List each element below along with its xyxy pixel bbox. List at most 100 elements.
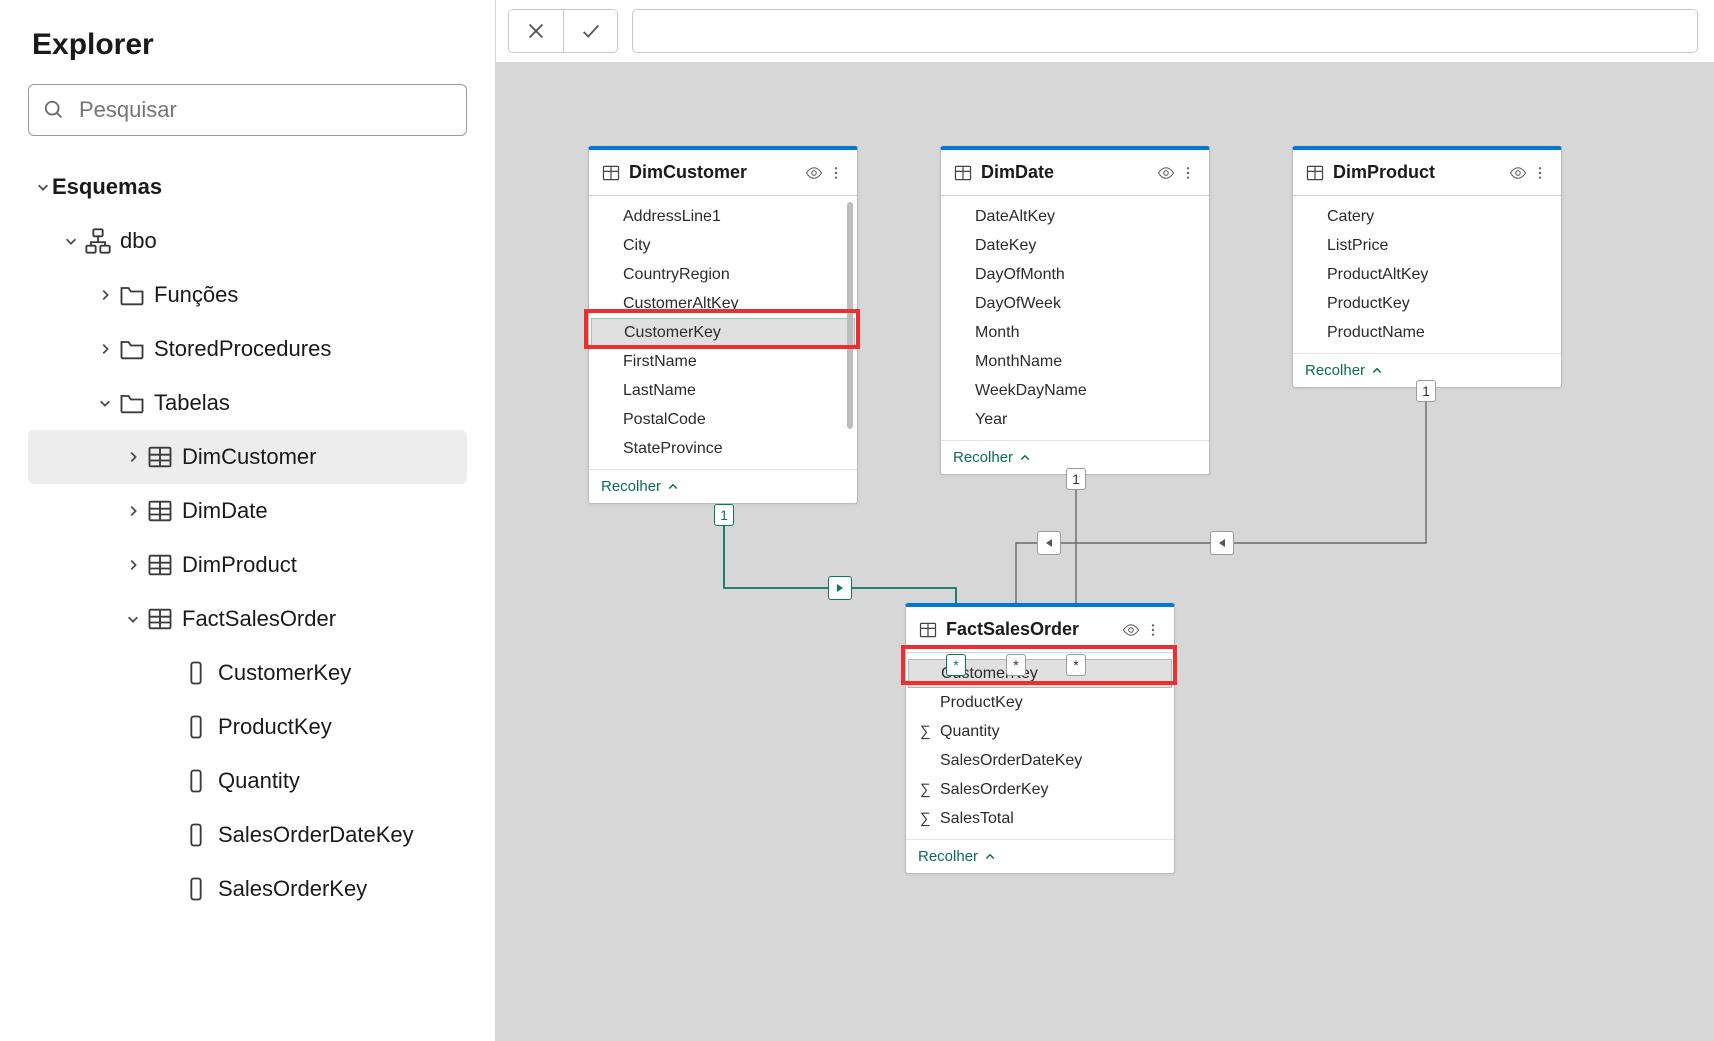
column-icon [182,659,210,687]
card-body: CateryListPrice ProductAltKey ProductKeyPr… [1293,196,1561,353]
card-header[interactable]: DimDate [941,150,1209,196]
card-body: CustomerKeyProductKey∑QuantitySalesOrder… [906,653,1174,839]
field-label: WeekDayName [975,382,1087,400]
visibility-icon[interactable] [803,164,825,182]
search-input[interactable] [77,96,452,124]
sigma-icon: ∑ [920,810,931,827]
tree-column[interactable]: CustomerKey [28,646,467,700]
tree-folder-storedprocs[interactable]: StoredProcedures [28,322,467,376]
field-row[interactable]: DateAltKey [941,202,1209,231]
cardinality-many: * [946,654,966,676]
table-card-dimproduct[interactable]: DimProduct CateryListPrice ProductAltKey Pr… [1292,146,1562,388]
field-row[interactable]: DayOfWeek [941,289,1209,318]
table-card-dimdate[interactable]: DimDate DateAltKey DateKeyDayOfMonth DayOfW… [940,146,1210,475]
tree-column[interactable]: SalesOrderDateKey [28,808,467,862]
tree-label: CustomerKey [218,660,467,686]
search-icon [43,99,65,121]
field-row[interactable]: WeekDayName [941,376,1209,405]
canvas-area: DimCustomer AddressLine1CityCountryRegion… [496,0,1714,1041]
check-icon [580,20,602,42]
cancel-button[interactable] [509,10,563,52]
tree-label: dbo [120,228,467,254]
tree-label: DimProduct [182,552,467,578]
field-row[interactable]: City [589,231,857,260]
card-header[interactable]: FactSalesOrder [906,607,1174,653]
sigma-icon: ∑ [920,723,931,740]
more-icon[interactable] [1177,165,1199,181]
tree-column[interactable]: ProductKey [28,700,467,754]
filter-direction-icon[interactable] [1210,531,1234,555]
close-icon [525,20,547,42]
more-icon[interactable] [1142,622,1164,638]
card-title: DimDate [981,162,1155,183]
field-row[interactable]: SalesOrderDateKey [906,746,1174,775]
field-label: Year [975,411,1007,429]
visibility-icon[interactable] [1120,621,1142,639]
field-row[interactable]: ProductName [1293,318,1561,347]
table-icon [146,551,174,579]
card-header[interactable]: DimProduct [1293,150,1561,196]
tree-folder-tables[interactable]: Tabelas [28,376,467,430]
field-row[interactable]: Year [941,405,1209,434]
card-body: AddressLine1CityCountryRegionCustomerAlt… [589,196,857,469]
cardinality-one: 1 [1416,380,1436,402]
model-canvas[interactable]: DimCustomer AddressLine1CityCountryRegion… [496,63,1714,1041]
field-row[interactable]: ListPrice [1293,231,1561,260]
field-row[interactable]: CustomerAltKey [589,289,857,318]
formula-bar[interactable] [632,9,1698,53]
tree-folder-functions[interactable]: Funções [28,268,467,322]
field-row[interactable]: DayOfMonth [941,260,1209,289]
card-header[interactable]: DimCustomer [589,150,857,196]
more-icon[interactable] [825,165,847,181]
collapse-link[interactable]: Recolher [906,839,1174,873]
field-row[interactable]: PostalCode [589,405,857,434]
field-row[interactable]: DateKey [941,231,1209,260]
more-icon[interactable] [1529,165,1551,181]
field-row[interactable]: FirstName [589,347,857,376]
tree-table-dimproduct[interactable]: DimProduct [28,538,467,592]
tree-label: DimCustomer [182,444,467,470]
collapse-label: Recolher [1305,362,1365,379]
field-row[interactable]: MonthName [941,347,1209,376]
cardinality-one: 1 [714,504,734,526]
table-card-dimcustomer[interactable]: DimCustomer AddressLine1CityCountryRegion… [588,146,858,504]
card-title: DimCustomer [629,162,803,183]
tree-table-dimdate[interactable]: DimDate [28,484,467,538]
tree-column[interactable]: SalesOrderKey [28,862,467,916]
field-label: DateAltKey [975,208,1055,226]
field-label: LastName [623,382,696,400]
tree-table-dimcustomer[interactable]: DimCustomer [28,430,467,484]
field-row[interactable]: ∑SalesTotal [906,804,1174,833]
filter-direction-icon[interactable] [1037,531,1061,555]
filter-direction-icon[interactable] [828,576,852,600]
field-label: PostalCode [623,411,706,429]
field-row[interactable]: ProductKey [906,688,1174,717]
table-card-factsalesorder[interactable]: FactSalesOrderCustomerKeyProductKey∑Quan… [905,603,1175,874]
field-label: DayOfWeek [975,295,1061,313]
field-row[interactable]: CustomerKey [591,318,855,347]
field-row[interactable]: LastName [589,376,857,405]
field-row[interactable]: AddressLine1 [589,202,857,231]
visibility-icon[interactable] [1155,164,1177,182]
tree-root-schemas[interactable]: Esquemas [28,160,467,214]
confirm-button[interactable] [563,10,617,52]
field-row[interactable]: ∑SalesOrderKey [906,775,1174,804]
tree-column[interactable]: Quantity [28,754,467,808]
tree-schema-dbo[interactable]: dbo [28,214,467,268]
field-row[interactable]: ProductKey [1293,289,1561,318]
field-label: SalesOrderDateKey [940,752,1082,770]
field-row[interactable]: CountryRegion [589,260,857,289]
field-label: ProductAltKey [1327,266,1428,284]
collapse-link[interactable]: Recolher [589,469,857,503]
tree-table-factsalesorder[interactable]: FactSalesOrder [28,592,467,646]
table-icon [146,443,174,471]
field-row[interactable]: ProductAltKey [1293,260,1561,289]
search-box[interactable] [28,84,467,136]
visibility-icon[interactable] [1507,164,1529,182]
tree-label: DimDate [182,498,467,524]
field-row[interactable]: StateProvince [589,434,857,463]
field-row[interactable]: ∑Quantity [906,717,1174,746]
field-row[interactable]: Catery [1293,202,1561,231]
column-icon [182,713,210,741]
field-row[interactable]: Month [941,318,1209,347]
